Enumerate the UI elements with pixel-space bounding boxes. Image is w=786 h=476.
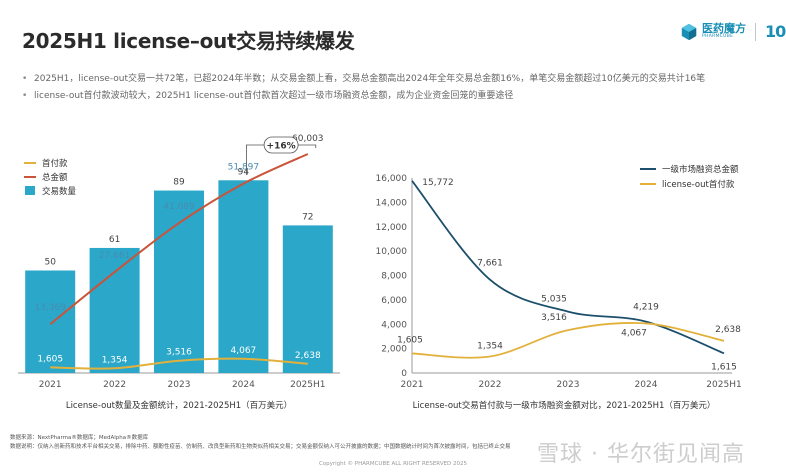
x-tick-2025H1: 2025H1 xyxy=(706,380,741,390)
page-title: 2025H1 license–out交易持续爆发 xyxy=(22,29,355,53)
total-amount-label-2024: 51,897 xyxy=(228,163,260,173)
deal-count-label-2022: 61 xyxy=(109,235,120,245)
x-tick-2025H1: 2025H1 xyxy=(290,380,325,390)
x-tick-2024: 2024 xyxy=(232,380,255,390)
y-tick-8,000: 8,000 xyxy=(381,272,407,282)
callout-text: +16% xyxy=(267,142,296,152)
x-tick-2023: 2023 xyxy=(557,380,580,390)
series-1-label-2025H1: 2,638 xyxy=(715,325,741,335)
x-tick-2024: 2024 xyxy=(635,380,658,390)
bar-deal-count-2022 xyxy=(89,247,140,373)
x-tick-2022: 2022 xyxy=(103,380,126,390)
right-chart-caption: License-out交易首付款与一级市场融资金额对比，2021-2025H1（… xyxy=(413,400,716,411)
y-tick-10,000: 10,000 xyxy=(376,247,408,257)
watermark: 雪球 · 华尔街见闻高 xyxy=(537,442,745,467)
upfront-line xyxy=(50,357,308,370)
y-tick-0: 0 xyxy=(401,369,407,379)
bar-deal-count-2024 xyxy=(218,180,269,373)
callout-badge xyxy=(263,136,299,154)
series-0-label-2024: 4,219 xyxy=(633,303,659,313)
series-1-label-2022: 1,354 xyxy=(477,341,503,351)
total-amount-line xyxy=(49,153,309,325)
deal-count-label-2021: 50 xyxy=(44,258,56,268)
series-1-label-2024: 4,067 xyxy=(621,328,647,338)
copyright: Copyright © PHARMCUBE ALL RIGHT RESERVED… xyxy=(318,461,468,467)
upfront-label-2022: 1,354 xyxy=(102,355,128,365)
legend-count: 交易数量 xyxy=(42,186,77,197)
legend-swatch-count xyxy=(25,186,35,195)
y-tick-4,000: 4,000 xyxy=(381,320,407,330)
deal-count-label-2025H1: 72 xyxy=(302,212,313,222)
brand-logo: 医药魔方 PHARMCUBE 10 xyxy=(680,22,786,41)
x-tick-2021: 2021 xyxy=(39,380,62,390)
data-note: 数据说明：仅纳入创新药和技术平台相关交易，排除中药、额酚性疫苗、仿制药、改良型新… xyxy=(10,444,511,450)
series-1-label-2023: 3,516 xyxy=(541,313,567,323)
logo-divider xyxy=(755,22,756,41)
anniversary-badge: 10 xyxy=(765,22,786,41)
deal-count-label-2023: 89 xyxy=(173,178,185,188)
y-tick-16,000: 16,000 xyxy=(376,174,408,184)
data-source-footer: 数据来源：NextPharma®数据库；MedAlpha®数据库 数据说明：仅纳… xyxy=(10,434,570,452)
data-source: 数据来源：NextPharma®数据库；MedAlpha®数据库 xyxy=(10,435,149,441)
logo-name-en: PHARMCUBE xyxy=(702,34,734,40)
logo-name-cn: 医药魔方 xyxy=(702,22,746,36)
x-tick-2022: 2022 xyxy=(479,380,502,390)
bullet-1: 2025H1，license-out交易一共72笔，已超2024年半数；从交易金… xyxy=(18,72,776,87)
series-1-label-2021: 1,605 xyxy=(397,335,423,345)
total-amount-label-2021: 13,369 xyxy=(34,303,66,313)
y-tick-6,000: 6,000 xyxy=(381,296,407,306)
series-0-label-2025H1: 1,615 xyxy=(711,362,737,372)
y-tick-2,000: 2,000 xyxy=(381,345,407,355)
bar-deal-count-2021 xyxy=(25,270,76,373)
bar-deal-count-2025H1 xyxy=(282,225,333,373)
bar-deal-count-2023 xyxy=(154,190,204,373)
series-0-label-2021: 15,772 xyxy=(422,178,454,188)
legend-upfront: 首付款 xyxy=(42,158,68,169)
y-tick-12,000: 12,000 xyxy=(376,223,408,233)
upfront-label-2024: 4,067 xyxy=(231,346,257,356)
upfront-label-2021: 1,605 xyxy=(37,354,63,364)
x-tick-2023: 2023 xyxy=(168,380,191,390)
bullet-2: license-out首付款波动较大，2025H1 license-out首付款… xyxy=(18,89,776,104)
upfront-label-2025H1: 2,638 xyxy=(295,351,321,361)
total-amount-label-2023: 41,089 xyxy=(163,202,195,212)
summary-bullets: 2025H1，license-out交易一共72笔，已超2024年半数；从交易金… xyxy=(18,72,776,106)
legend-total: 总金额 xyxy=(42,172,68,183)
series-line-0 xyxy=(411,180,725,355)
y-tick-14,000: 14,000 xyxy=(376,198,408,208)
total-amount-label-2022: 27,661 xyxy=(99,251,131,261)
legend-series-1: license-out首付款 xyxy=(662,179,735,190)
upfront-label-2023: 3,516 xyxy=(166,348,192,358)
left-chart-caption: License-out数量及金额统计，2021-2025H1（百万美元） xyxy=(66,400,292,411)
series-0-label-2023: 5,035 xyxy=(541,295,567,305)
total-amount-label-2025H1: 60,003 xyxy=(292,134,324,144)
series-0-label-2022: 7,661 xyxy=(477,259,503,269)
deal-count-label-2024: 94 xyxy=(238,167,250,177)
cube-logo-icon xyxy=(681,23,697,40)
series-line-1 xyxy=(411,322,725,359)
x-tick-2021: 2021 xyxy=(401,380,424,390)
legend-series-0: 一级市场融资总金额 xyxy=(662,164,739,175)
